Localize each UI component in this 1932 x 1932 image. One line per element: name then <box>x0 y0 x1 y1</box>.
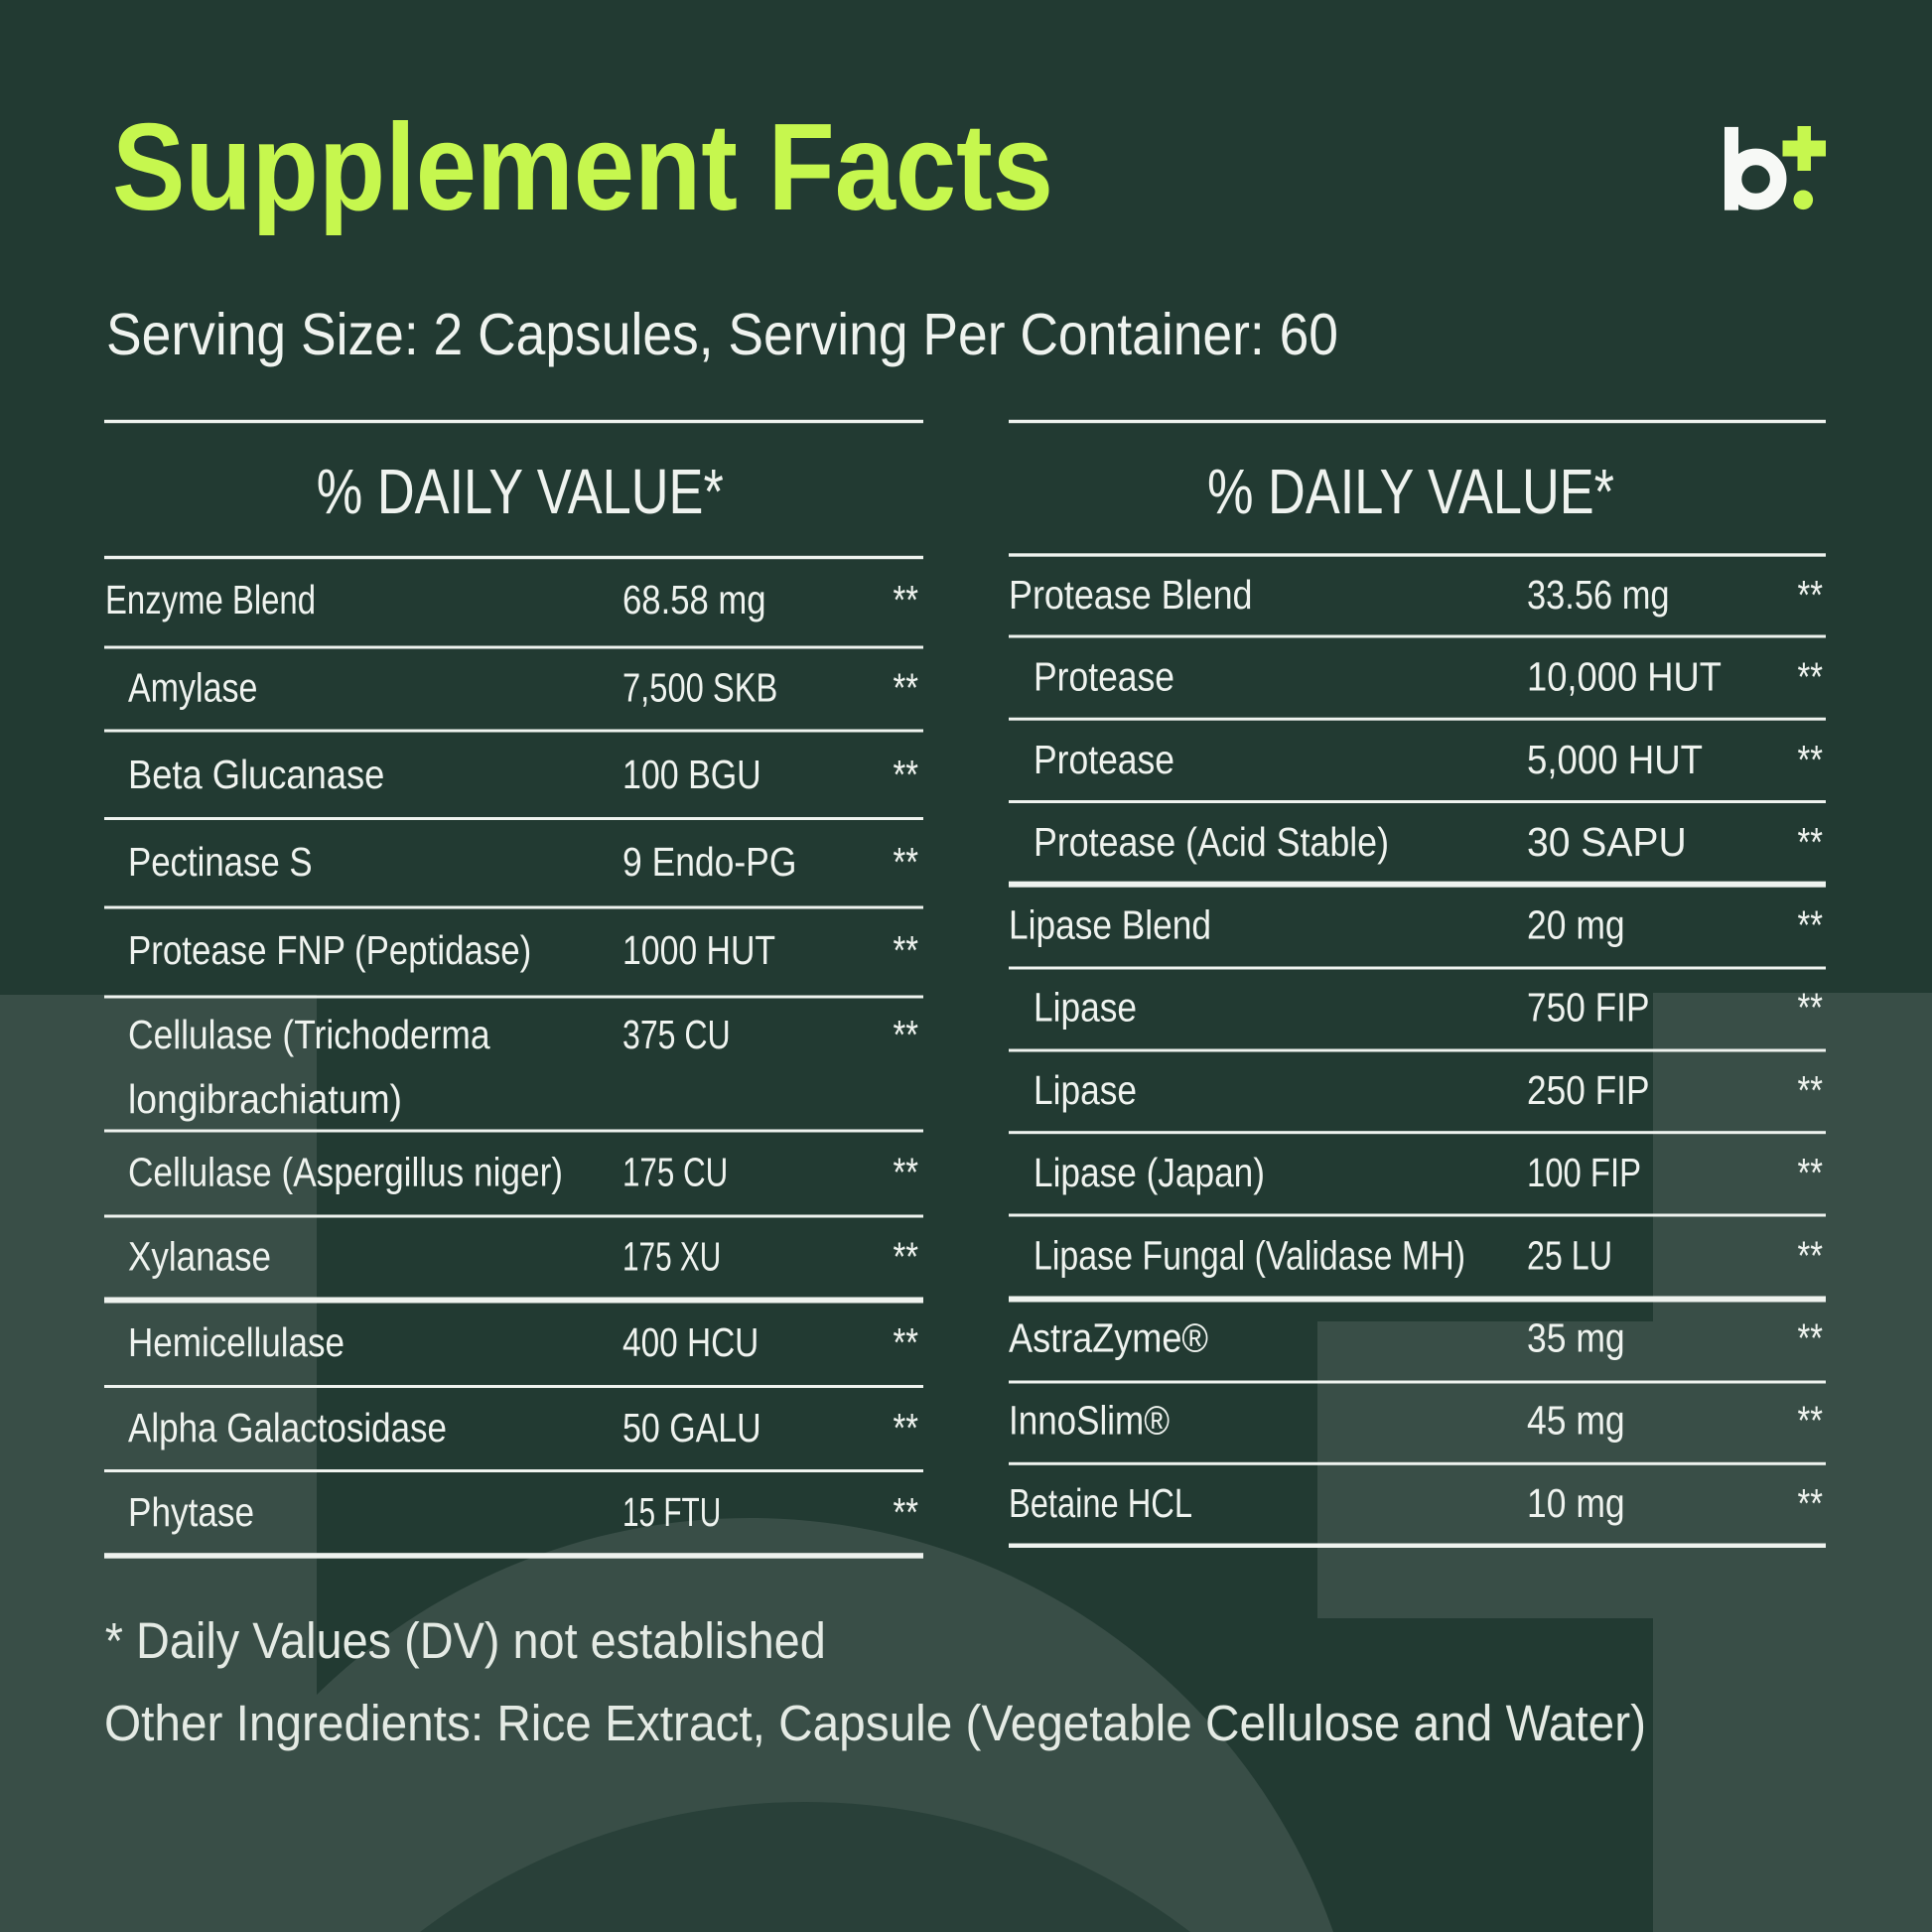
svg-text:35 mg: 35 mg <box>1527 1315 1625 1361</box>
svg-text:**: ** <box>1798 737 1824 782</box>
svg-text:% DAILY VALUE*: % DAILY VALUE* <box>1207 456 1614 527</box>
svg-text:30 SAPU: 30 SAPU <box>1527 819 1687 865</box>
svg-text:**: ** <box>894 1234 919 1280</box>
svg-text:7,500 SKB: 7,500 SKB <box>622 665 777 711</box>
svg-text:**: ** <box>1798 985 1824 1031</box>
svg-text:10 mg: 10 mg <box>1527 1480 1625 1526</box>
svg-text:**: ** <box>894 752 919 797</box>
svg-text:100 BGU: 100 BGU <box>622 752 761 797</box>
svg-text:Hemicellulase: Hemicellulase <box>128 1319 345 1365</box>
svg-text:50 GALU: 50 GALU <box>622 1405 761 1450</box>
svg-text:**: ** <box>1798 1398 1824 1444</box>
svg-text:100 FIP: 100 FIP <box>1527 1150 1641 1195</box>
svg-text:Lipase: Lipase <box>1034 985 1137 1031</box>
svg-text:Enzyme Blend: Enzyme Blend <box>105 577 316 622</box>
svg-text:**: ** <box>1798 1232 1824 1278</box>
svg-text:**: ** <box>894 839 919 885</box>
svg-text:375 CU: 375 CU <box>622 1012 731 1057</box>
svg-text:**: ** <box>1798 1480 1824 1526</box>
svg-text:**: ** <box>894 1150 919 1195</box>
svg-text:InnoSlim®: InnoSlim® <box>1009 1398 1170 1444</box>
svg-text:**: ** <box>894 1489 919 1535</box>
svg-text:Beta Glucanase: Beta Glucanase <box>128 752 384 797</box>
svg-text:10,000 HUT: 10,000 HUT <box>1527 654 1722 700</box>
svg-text:175 XU: 175 XU <box>622 1234 721 1280</box>
svg-text:Protease FNP (Peptidase): Protease FNP (Peptidase) <box>128 927 531 973</box>
svg-text:Supplement Facts: Supplement Facts <box>112 99 1053 236</box>
svg-text:**: ** <box>1798 1315 1824 1361</box>
svg-text:**: ** <box>1798 1150 1824 1195</box>
svg-text:**: ** <box>1798 654 1824 700</box>
svg-text:175 CU: 175 CU <box>622 1150 728 1195</box>
svg-text:15 FTU: 15 FTU <box>622 1489 721 1535</box>
svg-text:Other Ingredients: Rice Extrac: Other Ingredients: Rice Extract, Capsule… <box>104 1695 1646 1751</box>
svg-text:**: ** <box>1798 1067 1824 1113</box>
svg-text:750 FIP: 750 FIP <box>1527 985 1650 1031</box>
svg-text:68.58 mg: 68.58 mg <box>622 577 766 622</box>
svg-text:Protease Blend: Protease Blend <box>1009 572 1253 618</box>
svg-text:**: ** <box>1798 901 1824 947</box>
svg-text:* Daily Values (DV) not establ: * Daily Values (DV) not established <box>105 1612 826 1669</box>
svg-text:**: ** <box>894 577 919 622</box>
svg-text:Lipase (Japan): Lipase (Japan) <box>1034 1150 1265 1195</box>
svg-text:Pectinase S: Pectinase S <box>128 839 313 885</box>
svg-text:**: ** <box>894 927 919 973</box>
svg-text:longibrachiatum): longibrachiatum) <box>128 1076 402 1122</box>
svg-text:**: ** <box>894 1012 919 1057</box>
svg-text:**: ** <box>894 665 919 711</box>
svg-text:**: ** <box>1798 572 1824 618</box>
svg-text:250 FIP: 250 FIP <box>1527 1067 1650 1113</box>
svg-text:1000 HUT: 1000 HUT <box>622 927 775 973</box>
svg-text:5,000 HUT: 5,000 HUT <box>1527 737 1703 782</box>
svg-text:Protease: Protease <box>1034 737 1174 782</box>
svg-text:Xylanase: Xylanase <box>128 1234 271 1280</box>
svg-text:Lipase Blend: Lipase Blend <box>1009 901 1211 947</box>
svg-text:Lipase: Lipase <box>1034 1067 1137 1113</box>
svg-text:Phytase: Phytase <box>128 1489 254 1535</box>
svg-text:Cellulase (Trichoderma: Cellulase (Trichoderma <box>128 1012 490 1057</box>
svg-text:400 HCU: 400 HCU <box>622 1319 759 1365</box>
svg-text:Protease (Acid Stable): Protease (Acid Stable) <box>1034 819 1389 865</box>
svg-text:Serving Size: 2 Capsules, Serv: Serving Size: 2 Capsules, Serving Per Co… <box>106 302 1338 367</box>
svg-text:45 mg: 45 mg <box>1527 1398 1625 1444</box>
svg-text:Amylase: Amylase <box>128 665 257 711</box>
svg-text:Alpha Galactosidase: Alpha Galactosidase <box>128 1405 447 1450</box>
svg-text:Protease: Protease <box>1034 654 1174 700</box>
svg-text:9 Endo-PG: 9 Endo-PG <box>622 839 796 885</box>
svg-text:% DAILY VALUE*: % DAILY VALUE* <box>317 456 724 527</box>
svg-text:AstraZyme®: AstraZyme® <box>1009 1315 1208 1361</box>
svg-text:33.56 mg: 33.56 mg <box>1527 572 1670 618</box>
svg-text:Lipase Fungal (Validase MH): Lipase Fungal (Validase MH) <box>1034 1232 1465 1278</box>
svg-text:25 LU: 25 LU <box>1527 1232 1612 1278</box>
svg-text:**: ** <box>1798 819 1824 865</box>
svg-text:**: ** <box>894 1319 919 1365</box>
svg-text:Cellulase (Aspergillus niger): Cellulase (Aspergillus niger) <box>128 1150 563 1195</box>
svg-text:Betaine HCL: Betaine HCL <box>1009 1480 1192 1526</box>
svg-text:20 mg: 20 mg <box>1527 901 1625 947</box>
svg-text:**: ** <box>894 1405 919 1450</box>
